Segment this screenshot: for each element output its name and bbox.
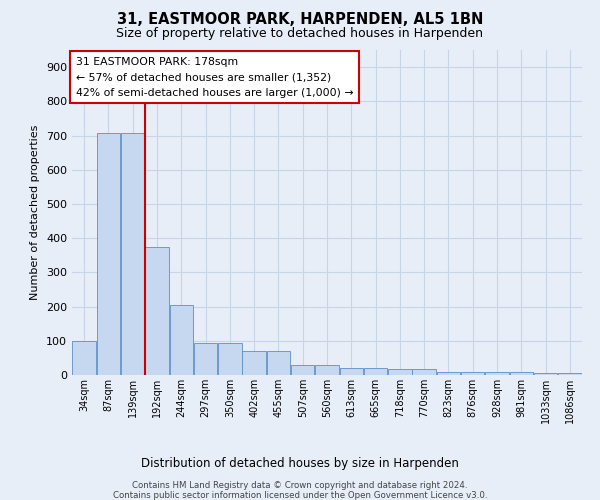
Bar <box>218 342 242 375</box>
Text: Distribution of detached houses by size in Harpenden: Distribution of detached houses by size … <box>141 458 459 470</box>
Bar <box>121 133 145 375</box>
Text: 31 EASTMOOR PARK: 178sqm
← 57% of detached houses are smaller (1,352)
42% of sem: 31 EASTMOOR PARK: 178sqm ← 57% of detach… <box>76 57 353 98</box>
Text: Size of property relative to detached houses in Harpenden: Size of property relative to detached ho… <box>116 28 484 40</box>
Bar <box>242 351 266 375</box>
Bar <box>315 364 339 375</box>
Bar <box>461 372 484 375</box>
Bar <box>73 341 96 375</box>
Bar <box>97 133 120 375</box>
Bar <box>485 372 509 375</box>
Text: Contains HM Land Registry data © Crown copyright and database right 2024.: Contains HM Land Registry data © Crown c… <box>132 481 468 490</box>
Text: Contains public sector information licensed under the Open Government Licence v3: Contains public sector information licen… <box>113 491 487 500</box>
Bar <box>388 369 412 375</box>
Bar <box>340 368 363 375</box>
Bar <box>266 351 290 375</box>
Bar <box>558 374 581 375</box>
Text: 31, EASTMOOR PARK, HARPENDEN, AL5 1BN: 31, EASTMOOR PARK, HARPENDEN, AL5 1BN <box>117 12 483 28</box>
Y-axis label: Number of detached properties: Number of detached properties <box>31 125 40 300</box>
Bar <box>194 342 217 375</box>
Bar <box>437 372 460 375</box>
Bar <box>170 305 193 375</box>
Bar <box>145 246 169 375</box>
Bar <box>534 374 557 375</box>
Bar <box>509 372 533 375</box>
Bar <box>412 369 436 375</box>
Bar <box>364 368 388 375</box>
Bar <box>291 364 314 375</box>
